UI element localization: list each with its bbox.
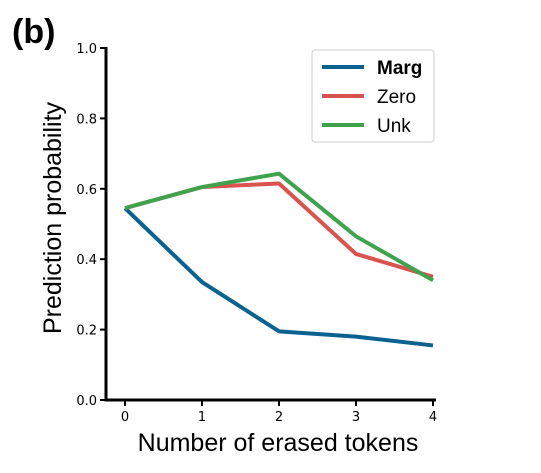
y-tick-label: 0.8	[76, 112, 97, 127]
x-tick-label: 1	[198, 410, 206, 425]
x-tick-label: 0	[121, 410, 129, 425]
legend-label-unk: Unk	[377, 116, 411, 137]
y-tick-label: 0.6	[76, 183, 97, 198]
x-ticks: 0 1 2 3 4	[121, 400, 437, 425]
x-tick-label: 3	[352, 410, 360, 425]
y-tick-label: 0.2	[76, 324, 97, 339]
y-tick-label: 0.0	[76, 394, 97, 409]
y-tick-label: 1.0	[76, 42, 97, 57]
legend: Marg Zero Unk	[311, 49, 435, 143]
legend-label-marg: Marg	[377, 58, 422, 79]
y-tick-label: 0.4	[76, 253, 97, 268]
series-lines	[123, 171, 434, 348]
panel-label: (b)	[12, 13, 55, 51]
y-ticks: 0.0 0.2 0.4 0.6 0.8 1.0	[76, 42, 106, 409]
legend-label-zero: Zero	[377, 87, 416, 108]
y-axis-title: Prediction probability	[39, 101, 67, 334]
x-tick-label: 2	[275, 410, 283, 425]
x-tick-label: 4	[429, 410, 437, 425]
series-line-marg	[123, 206, 434, 348]
legend-box	[311, 49, 435, 143]
x-axis-title: Number of erased tokens	[138, 429, 419, 457]
series-line-unk	[124, 171, 434, 283]
